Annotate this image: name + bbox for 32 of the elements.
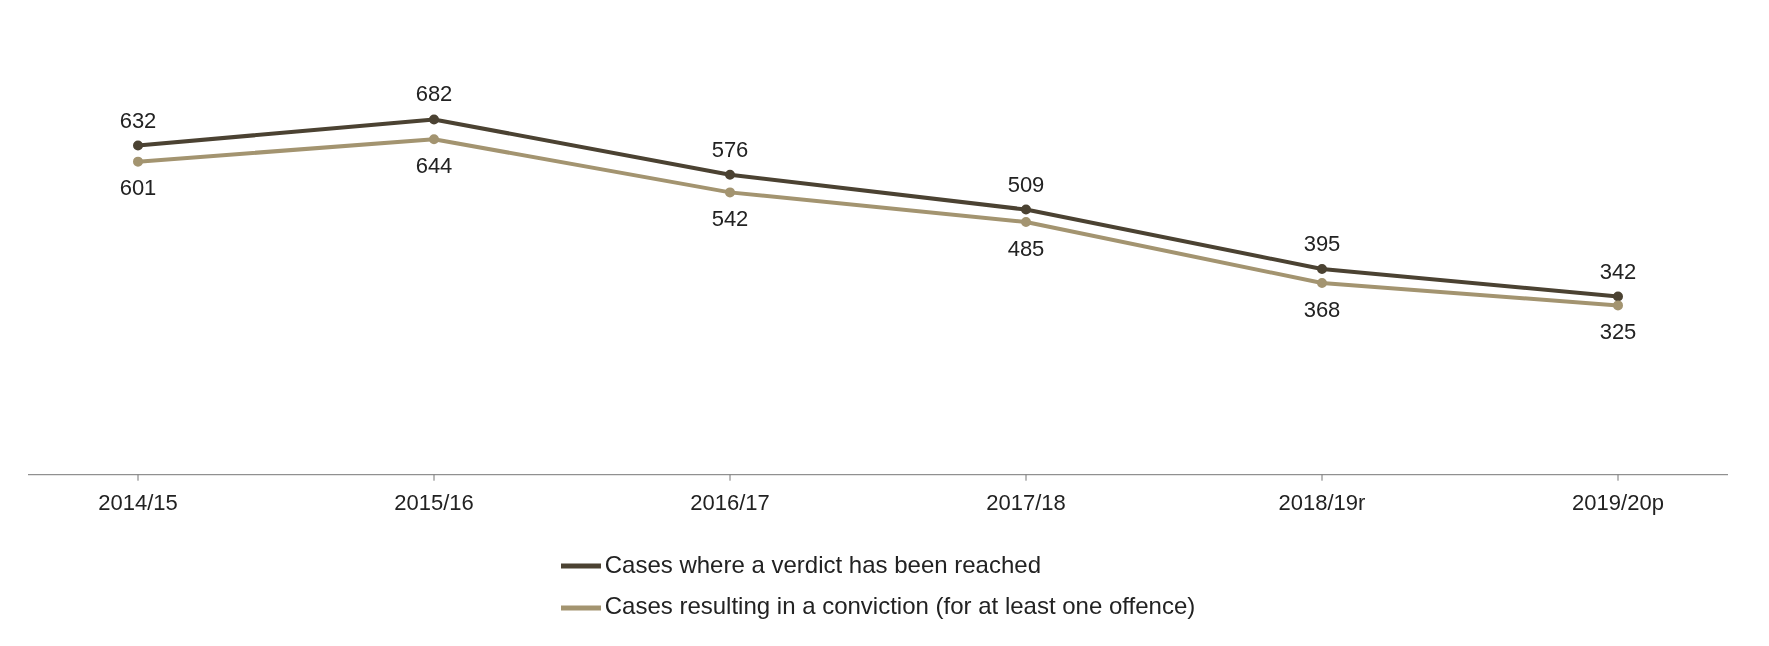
data-label: 485 <box>1007 235 1045 261</box>
x-tick-label: 2017/18 <box>986 490 1066 516</box>
data-label: 368 <box>1303 296 1341 322</box>
data-label: 682 <box>415 81 453 107</box>
point <box>725 169 735 180</box>
point <box>429 134 439 145</box>
point <box>725 187 735 198</box>
legend-label: Cases resulting in a conviction (for at least one offence) <box>604 592 1196 620</box>
data-label: 601 <box>119 175 157 201</box>
data-label: 576 <box>711 136 749 162</box>
point <box>1317 263 1327 274</box>
x-tick-label: 2018/19r <box>1278 490 1366 516</box>
point <box>1317 278 1327 289</box>
point <box>1021 217 1031 228</box>
data-label: 325 <box>1599 319 1637 345</box>
point <box>133 140 143 151</box>
data-label: 395 <box>1303 230 1341 256</box>
point <box>1021 204 1031 215</box>
x-tick-label: 2016/17 <box>690 490 770 516</box>
point <box>429 114 439 125</box>
legend-label: Cases where a verdict has been reached <box>604 550 1041 578</box>
data-label: 342 <box>1599 258 1637 284</box>
point <box>133 156 143 167</box>
x-tick-label: 2019/20p <box>1572 490 1664 516</box>
data-label: 542 <box>711 206 749 231</box>
data-label: 644 <box>415 152 453 178</box>
point <box>1613 300 1623 311</box>
point <box>1613 291 1623 302</box>
x-tick-label: 2015/16 <box>394 490 474 516</box>
data-label: 632 <box>119 107 157 133</box>
data-label: 509 <box>1007 171 1045 197</box>
x-tick-label: 2014/15 <box>98 490 178 516</box>
